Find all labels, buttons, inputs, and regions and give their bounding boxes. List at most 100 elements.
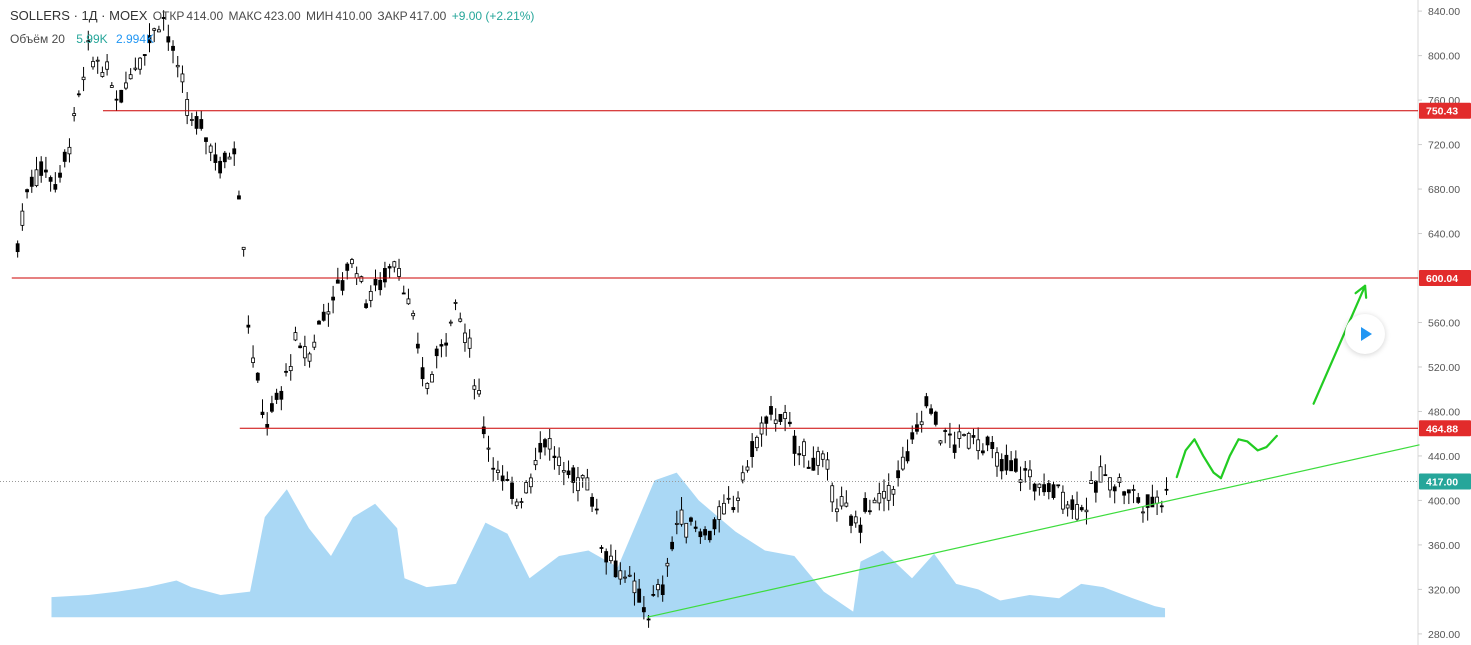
candle-body [453, 302, 458, 304]
candle-body [29, 176, 34, 187]
candle-body [1145, 494, 1150, 508]
candle-body [948, 433, 952, 436]
candle-body [180, 73, 185, 83]
candle-body [646, 618, 651, 621]
candle-body [25, 189, 29, 193]
candle-body [472, 385, 477, 390]
candle-body [458, 318, 463, 322]
candle-body [910, 432, 915, 440]
candle-body [561, 470, 566, 473]
y-tick-label: 800.00 [1428, 51, 1460, 63]
candle-body [199, 119, 204, 129]
candle-body [849, 515, 853, 526]
candle-body [147, 35, 152, 44]
candle-body [15, 243, 20, 253]
candle-body [255, 372, 260, 381]
candle-body [783, 412, 788, 420]
candle-body [552, 455, 557, 459]
candle-body [637, 588, 642, 603]
candle-body [896, 470, 901, 479]
candle-body [321, 311, 326, 321]
candle-body [924, 396, 929, 407]
candle-body [105, 61, 110, 70]
candle-body [1028, 469, 1032, 478]
candle-body [1051, 484, 1056, 498]
play-button[interactable] [1345, 314, 1385, 354]
candle-body [731, 507, 736, 511]
candle-body [317, 320, 321, 325]
candle-body [514, 501, 519, 507]
candle-body [274, 392, 279, 400]
y-tick-label: 400.00 [1428, 495, 1460, 507]
price-label: 464.88 [1426, 423, 1458, 435]
candle-body [745, 466, 750, 471]
candle-body [995, 452, 999, 467]
candle-body [510, 482, 514, 499]
candle-body [434, 348, 439, 357]
candle-body [67, 146, 72, 155]
candle-body [1112, 486, 1117, 492]
candle-body [350, 259, 354, 265]
candle-body [712, 519, 717, 530]
candle-body [1122, 491, 1127, 496]
candle-body [1023, 468, 1028, 471]
candle-body [872, 499, 877, 504]
high-label: МАКС [228, 9, 262, 23]
candle-body [858, 524, 863, 533]
candle-body [425, 383, 430, 389]
candle-body [387, 266, 392, 269]
candle-body [627, 574, 632, 577]
candle-body [1093, 480, 1098, 493]
candle-body [420, 367, 425, 380]
candle-body [806, 466, 811, 469]
candle-body [816, 451, 820, 466]
candle-body [604, 551, 609, 563]
candle-body [288, 366, 293, 372]
candle-body [157, 29, 161, 33]
candle-body [109, 85, 114, 88]
candle-body [133, 67, 138, 70]
candle-body [246, 324, 251, 328]
candle-body [882, 490, 886, 499]
candle-body [976, 439, 981, 452]
symbol-legend: SOLLERS · 1Д · MOEX ОТКР 414.00 МАКС 423.0… [10, 8, 536, 23]
open-value: 414.00 [186, 9, 224, 23]
candle-body [467, 337, 472, 349]
candle-body [891, 489, 896, 495]
candle-body [86, 40, 91, 43]
candle-body [665, 562, 670, 567]
candle-body [980, 450, 985, 454]
close-label: ЗАКР [377, 9, 408, 23]
candle-body [787, 421, 792, 425]
candle-body [820, 453, 825, 460]
candle-body [1136, 497, 1141, 503]
candle-body [415, 343, 420, 349]
candle-body [613, 560, 618, 578]
candle-body [538, 442, 543, 453]
candle-body [754, 436, 759, 449]
candle-body [392, 261, 397, 268]
candle-body [618, 570, 623, 580]
candle-body [142, 54, 147, 56]
candle-body [1079, 507, 1084, 511]
y-tick-label: 720.00 [1428, 140, 1460, 152]
candle-body [166, 36, 171, 43]
candle-body [528, 477, 533, 488]
candle-body [340, 280, 345, 291]
candle-body [566, 470, 571, 476]
candle-body [354, 273, 359, 279]
candle-body [590, 496, 594, 507]
low-label: МИН [306, 9, 334, 23]
candle-body [496, 469, 500, 473]
candle-body [962, 434, 966, 436]
candle-body [312, 341, 317, 348]
candle-body [39, 161, 44, 176]
candle-body [853, 516, 858, 524]
candle-body [34, 169, 39, 187]
candle-body [722, 502, 726, 515]
candle-body [185, 99, 190, 116]
candle-body [1061, 491, 1065, 510]
candle-body [999, 459, 1004, 472]
candle-body [491, 467, 496, 470]
